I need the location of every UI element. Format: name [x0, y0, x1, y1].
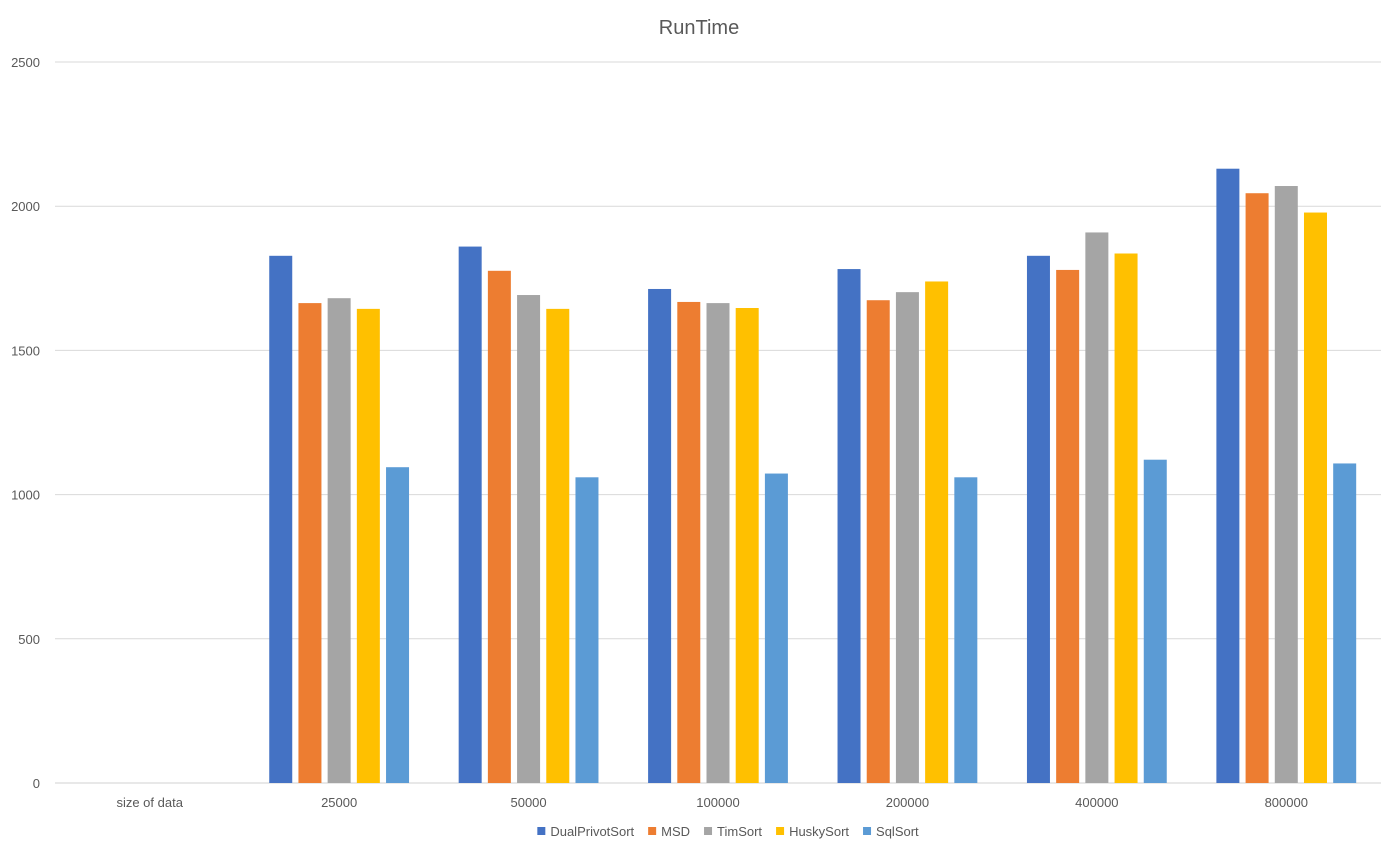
bar-msd-100000 [677, 301, 701, 783]
x-axis-tick-labels: size of data 25000 50000 100000 200000 400000… [116, 795, 1308, 810]
x-tick-label: 50000 [510, 795, 546, 810]
legend-label-huskysort: HuskySort [789, 824, 849, 839]
bar-sqlsort-25000 [386, 467, 410, 783]
legend-swatch-msd [648, 827, 657, 835]
bar-huskysort-200000 [925, 281, 949, 783]
bar-msd-200000 [866, 300, 890, 783]
bar-sqlsort-400000 [1143, 459, 1167, 783]
bar-huskysort-100000 [735, 308, 759, 783]
legend-swatch-timsort [704, 827, 713, 835]
bar-timsort-800000 [1274, 186, 1298, 784]
bar-sqlsort-50000 [575, 477, 599, 783]
bar-msd-25000 [298, 303, 322, 783]
y-tick-label: 0 [33, 776, 40, 791]
y-tick-label: 2000 [11, 199, 40, 214]
bar-dualprivotsort-25000 [269, 255, 293, 783]
bar-msd-400000 [1056, 269, 1080, 783]
bar-msd-50000 [487, 270, 511, 783]
x-tick-label: 100000 [696, 795, 739, 810]
chart-title: RunTime [659, 17, 739, 39]
bar-dualprivotsort-800000 [1216, 168, 1240, 783]
bar-dualprivotsort-100000 [648, 288, 672, 783]
x-tick-label: 400000 [1075, 795, 1118, 810]
bar-huskysort-400000 [1114, 253, 1138, 783]
bar-sqlsort-100000 [764, 473, 788, 783]
legend-label-msd: MSD [661, 824, 690, 839]
bar-huskysort-50000 [546, 308, 570, 783]
bar-timsort-25000 [327, 298, 351, 783]
x-tick-label: 800000 [1265, 795, 1308, 810]
y-tick-label: 1500 [11, 343, 40, 358]
bar-timsort-100000 [706, 303, 730, 783]
bar-dualprivotsort-200000 [837, 269, 861, 784]
y-axis-tick-labels: 0 500 1000 1500 2000 2500 [11, 55, 40, 791]
bar-huskysort-800000 [1303, 212, 1327, 783]
x-tick-label: size of data [116, 795, 183, 810]
x-tick-label: 200000 [886, 795, 929, 810]
legend-swatch-sqlsort [863, 827, 872, 835]
bar-dualprivotsort-400000 [1026, 255, 1050, 783]
legend-label-timsort: TimSort [717, 824, 762, 839]
bar-timsort-200000 [895, 292, 919, 783]
legend-swatch-dualprivotsort [537, 827, 546, 835]
legend: DualPrivotSort MSD TimSort HuskySort SqlSort [537, 824, 919, 839]
legend-label-dualprivotsort: DualPrivotSort [550, 824, 634, 839]
bar-huskysort-25000 [356, 308, 380, 783]
x-tick-label: 25000 [321, 795, 357, 810]
bar-dualprivotsort-50000 [458, 246, 482, 784]
bars [269, 168, 1357, 784]
bar-msd-800000 [1245, 193, 1269, 784]
bar-sqlsort-200000 [954, 477, 978, 783]
y-tick-label: 1000 [11, 488, 40, 503]
legend-swatch-huskysort [776, 827, 785, 835]
y-tick-label: 2500 [11, 55, 40, 70]
bar-sqlsort-800000 [1333, 463, 1357, 783]
y-tick-label: 500 [18, 632, 40, 647]
legend-label-sqlsort: SqlSort [876, 824, 919, 839]
bar-timsort-50000 [517, 295, 541, 783]
bar-timsort-400000 [1085, 232, 1109, 783]
